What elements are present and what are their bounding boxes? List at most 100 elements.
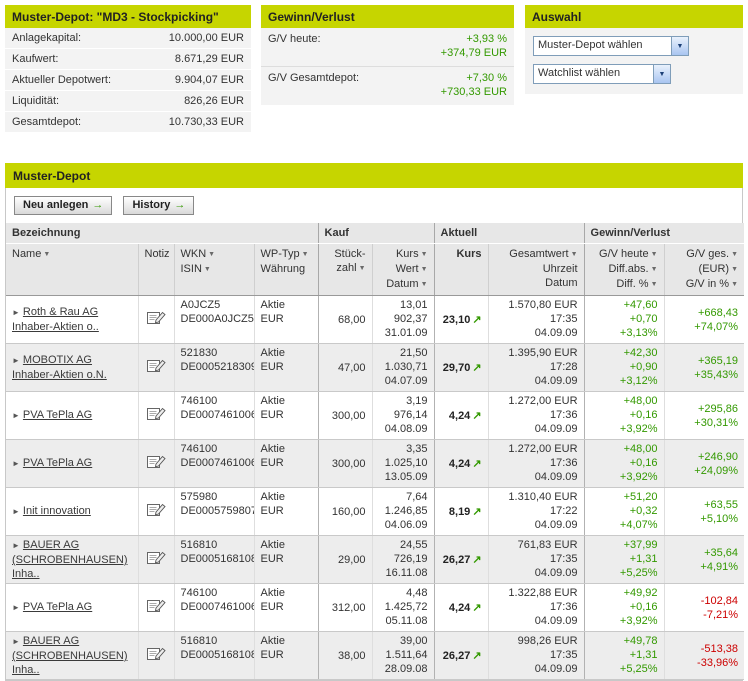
position-name-link[interactable]: Init innovation	[22, 505, 91, 517]
expand-row-icon[interactable]: ►	[12, 637, 20, 646]
table-row: ► Roth & Rau AG Inhaber-Aktien o.. A0JCZ5…	[6, 295, 745, 344]
dropdown-arrow-icon[interactable]: ▼	[653, 65, 670, 83]
sort-icon[interactable]: ▼	[420, 281, 428, 288]
kauf-wert-value: 902,37	[393, 313, 428, 325]
cell-gv-heute: +48,00 +0,16 +3,92%	[583, 439, 665, 488]
cell-notiz	[137, 343, 174, 392]
sort-icon[interactable]: ▼	[731, 266, 739, 273]
note-edit-icon[interactable]	[146, 311, 166, 329]
kurs-value: 4,24	[448, 601, 471, 614]
sort-icon[interactable]: ▼	[208, 251, 216, 258]
gesamtwert-value: 998,26 EUR	[517, 635, 578, 647]
cell-name: ► BAUER AG (SCHROBENHAUSEN) Inha..	[6, 535, 138, 584]
gv-heute-pct-value: +3,12%	[619, 375, 658, 387]
col-gv-in-pct-label: G/V in %	[685, 278, 730, 290]
expand-row-icon[interactable]: ►	[12, 356, 20, 365]
kauf-kurs-value: 4,48	[406, 587, 428, 599]
sort-icon[interactable]: ▼	[358, 265, 366, 272]
wkn-value: 575980	[180, 491, 218, 503]
sort-icon[interactable]: ▼	[420, 266, 428, 273]
watchlist-select[interactable]: Watchlist wählen ▼	[533, 64, 671, 84]
col-wptyp-waehrung[interactable]: WP-Typ ▼ Währung	[253, 243, 319, 296]
expand-row-icon[interactable]: ►	[12, 459, 20, 468]
waehrung-value: EUR	[260, 649, 284, 661]
expand-row-icon[interactable]: ►	[12, 541, 20, 550]
col-diff-pct-label: Diff. %	[616, 278, 649, 290]
cell-stueckzahl: 68,00	[317, 295, 373, 344]
gesamtwert-value: 1.570,80 EUR	[508, 299, 578, 311]
col-stueckzahl[interactable]: Stück- zahl ▼	[317, 243, 373, 296]
col-gv-ges[interactable]: G/V ges. ▼ (EUR) ▼ G/V in % ▼	[663, 243, 745, 296]
position-name-link[interactable]: BAUER AG (SCHROBENHAUSEN) Inha..	[12, 635, 128, 676]
col-notiz: Notiz	[137, 243, 174, 296]
stueckzahl-value: 38,00	[337, 649, 366, 662]
musterdepot-select[interactable]: Muster-Depot wählen ▼	[533, 36, 689, 56]
sort-icon[interactable]: ▼	[731, 281, 739, 288]
cell-wptyp: Aktie EUR	[253, 391, 319, 440]
col-gesamtwert[interactable]: Gesamtwert ▼ Uhrzeit Datum	[487, 243, 585, 296]
gesamtwert-value: 761,83 EUR	[517, 539, 578, 551]
expand-row-icon[interactable]: ►	[12, 308, 20, 317]
cell-gv-heute: +47,60 +0,70 +3,13%	[583, 295, 665, 344]
summary-label: Gesamtdepot:	[12, 116, 82, 128]
cell-notiz	[137, 487, 174, 536]
table-row: ► PVA TePla AG 746100 DE0007461006 Aktie …	[6, 583, 745, 632]
sort-icon[interactable]: ▼	[420, 251, 428, 258]
history-button[interactable]: History →	[123, 196, 195, 215]
col-notiz-label: Notiz	[144, 248, 170, 260]
col-wkn-isin[interactable]: WKN ▼ ISIN ▼	[173, 243, 254, 296]
col-gv-heute[interactable]: G/V heute ▼ Diff.abs. ▼ Diff. % ▼	[583, 243, 665, 296]
gain-loss-panel: Gewinn/Verlust G/V heute: +3,93 % +374,7…	[261, 5, 514, 105]
expand-row-icon[interactable]: ►	[12, 603, 20, 612]
wptyp-value: Aktie	[260, 587, 285, 599]
sort-icon[interactable]: ▼	[203, 266, 211, 273]
depot-panel-title: Muster-Depot: "MD3 - Stockpicking"	[5, 5, 251, 28]
note-edit-icon[interactable]	[146, 503, 166, 521]
expand-row-icon[interactable]: ►	[12, 411, 20, 420]
expand-row-icon[interactable]: ►	[12, 507, 20, 516]
summary-value: 10.730,33 EUR	[168, 116, 244, 128]
gesamtwert-value: 1.272,00 EUR	[508, 443, 578, 455]
sort-icon[interactable]: ▼	[650, 251, 658, 258]
note-edit-icon[interactable]	[146, 455, 166, 473]
sort-icon[interactable]: ▼	[650, 266, 658, 273]
wptyp-value: Aktie	[260, 347, 285, 359]
position-name-link[interactable]: MOBOTIX AG Inhaber-Aktien o.N.	[12, 354, 107, 381]
cell-name: ► Init innovation	[6, 487, 138, 536]
gv-ges-eur-value: +365,19	[697, 354, 739, 367]
position-name-link[interactable]: PVA TePla AG	[22, 457, 93, 469]
kurs-value: 23,10	[442, 313, 471, 326]
new-depot-button[interactable]: Neu anlegen →	[14, 196, 113, 215]
col-isin-label: ISIN	[180, 263, 202, 275]
sort-icon[interactable]: ▼	[650, 281, 658, 288]
dropdown-arrow-icon[interactable]: ▼	[671, 37, 688, 55]
position-name-link[interactable]: Roth & Rau AG Inhaber-Aktien o..	[12, 306, 99, 333]
positions-table: Bezeichnung Kauf Aktuell Gewinn/Verlust …	[6, 223, 745, 680]
wkn-value: 516810	[180, 539, 218, 551]
col-kauf-kurs-wert-datum[interactable]: Kurs ▼ Wert ▼ Datum ▼	[371, 243, 435, 296]
cell-name: ► PVA TePla AG	[6, 439, 138, 488]
gv-heute-diff-value: +1,31	[629, 649, 658, 661]
note-edit-icon[interactable]	[146, 359, 166, 377]
table-row: ► BAUER AG (SCHROBENHAUSEN) Inha.. 516810…	[6, 631, 745, 680]
sort-icon[interactable]: ▼	[570, 251, 578, 258]
sort-icon[interactable]: ▼	[43, 251, 51, 258]
position-name-link[interactable]: BAUER AG (SCHROBENHAUSEN) Inha..	[12, 539, 128, 580]
waehrung-value: EUR	[260, 601, 284, 613]
note-edit-icon[interactable]	[146, 647, 166, 665]
position-name-link[interactable]: PVA TePla AG	[22, 409, 93, 421]
waehrung-value: EUR	[260, 553, 284, 565]
cell-wptyp: Aktie EUR	[253, 535, 319, 584]
sort-icon[interactable]: ▼	[301, 251, 309, 258]
note-edit-icon[interactable]	[146, 551, 166, 569]
note-edit-icon[interactable]	[146, 599, 166, 617]
col-name[interactable]: Name ▼	[6, 243, 138, 296]
note-edit-icon[interactable]	[146, 407, 166, 425]
wkn-value: 521830	[180, 347, 218, 359]
position-name-link[interactable]: PVA TePla AG	[22, 601, 93, 613]
trend-up-icon: ↗	[472, 553, 482, 566]
sort-icon[interactable]: ▼	[731, 251, 739, 258]
wkn-value: A0JCZ5	[180, 299, 221, 311]
col-aktuell-kurs[interactable]: Kurs	[433, 243, 489, 296]
cell-kauf: 39,00 1.511,64 28.09.08	[371, 631, 435, 680]
